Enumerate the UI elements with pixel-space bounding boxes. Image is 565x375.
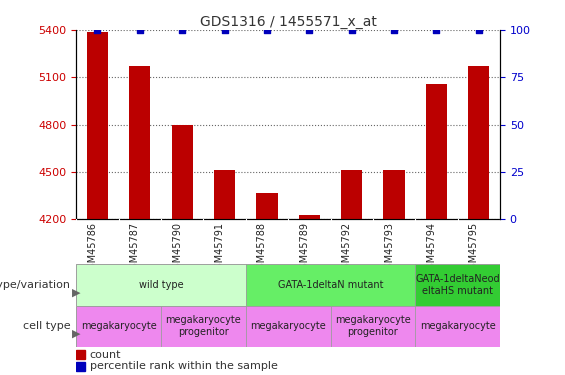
- Text: GSM45795: GSM45795: [469, 222, 479, 275]
- Point: [432, 27, 441, 33]
- Bar: [76, 264, 246, 306]
- Text: GSM45786: GSM45786: [88, 222, 98, 274]
- Text: megakaryocyte: megakaryocyte: [81, 321, 157, 331]
- Text: megakaryocyte: megakaryocyte: [250, 321, 326, 331]
- Text: GSM45792: GSM45792: [342, 222, 351, 275]
- Bar: [331, 306, 415, 347]
- Title: GDS1316 / 1455571_x_at: GDS1316 / 1455571_x_at: [199, 15, 377, 29]
- Text: GSM45794: GSM45794: [427, 222, 436, 274]
- Bar: [76, 350, 85, 359]
- Point: [305, 27, 314, 33]
- Bar: [426, 84, 447, 219]
- Text: wild type: wild type: [139, 280, 183, 290]
- Text: GSM45787: GSM45787: [130, 222, 140, 275]
- Text: megakaryocyte: megakaryocyte: [420, 321, 496, 331]
- Bar: [129, 66, 150, 219]
- Bar: [384, 171, 405, 219]
- Bar: [76, 362, 85, 371]
- Text: GSM45793: GSM45793: [384, 222, 394, 274]
- Text: percentile rank within the sample: percentile rank within the sample: [90, 362, 277, 372]
- Bar: [87, 32, 108, 219]
- Bar: [415, 306, 500, 347]
- Bar: [257, 192, 277, 219]
- Text: ▶: ▶: [72, 329, 80, 339]
- Text: GSM45791: GSM45791: [215, 222, 225, 274]
- Bar: [415, 264, 500, 306]
- Point: [93, 27, 102, 33]
- Text: megakaryocyte
progenitor: megakaryocyte progenitor: [335, 315, 411, 337]
- Bar: [214, 171, 235, 219]
- Bar: [246, 264, 415, 306]
- Point: [136, 27, 145, 33]
- Text: cell type: cell type: [23, 321, 71, 331]
- Bar: [76, 306, 161, 347]
- Bar: [172, 126, 193, 219]
- Text: genotype/variation: genotype/variation: [0, 280, 71, 290]
- Bar: [299, 214, 320, 219]
- Bar: [246, 306, 331, 347]
- Text: GATA-1deltaN mutant: GATA-1deltaN mutant: [278, 280, 383, 290]
- Point: [177, 27, 186, 33]
- Text: GSM45790: GSM45790: [172, 222, 182, 274]
- Bar: [468, 66, 489, 219]
- Text: GSM45789: GSM45789: [299, 222, 310, 274]
- Point: [389, 27, 398, 33]
- Text: GATA-1deltaNeod
eltaHS mutant: GATA-1deltaNeod eltaHS mutant: [415, 274, 500, 296]
- Point: [220, 27, 229, 33]
- Point: [347, 27, 356, 33]
- Text: count: count: [90, 350, 121, 360]
- Point: [262, 27, 271, 33]
- Text: megakaryocyte
progenitor: megakaryocyte progenitor: [166, 315, 241, 337]
- Text: ▶: ▶: [72, 288, 80, 297]
- Bar: [161, 306, 246, 347]
- Bar: [341, 171, 362, 219]
- Point: [474, 27, 483, 33]
- Text: GSM45788: GSM45788: [257, 222, 267, 274]
